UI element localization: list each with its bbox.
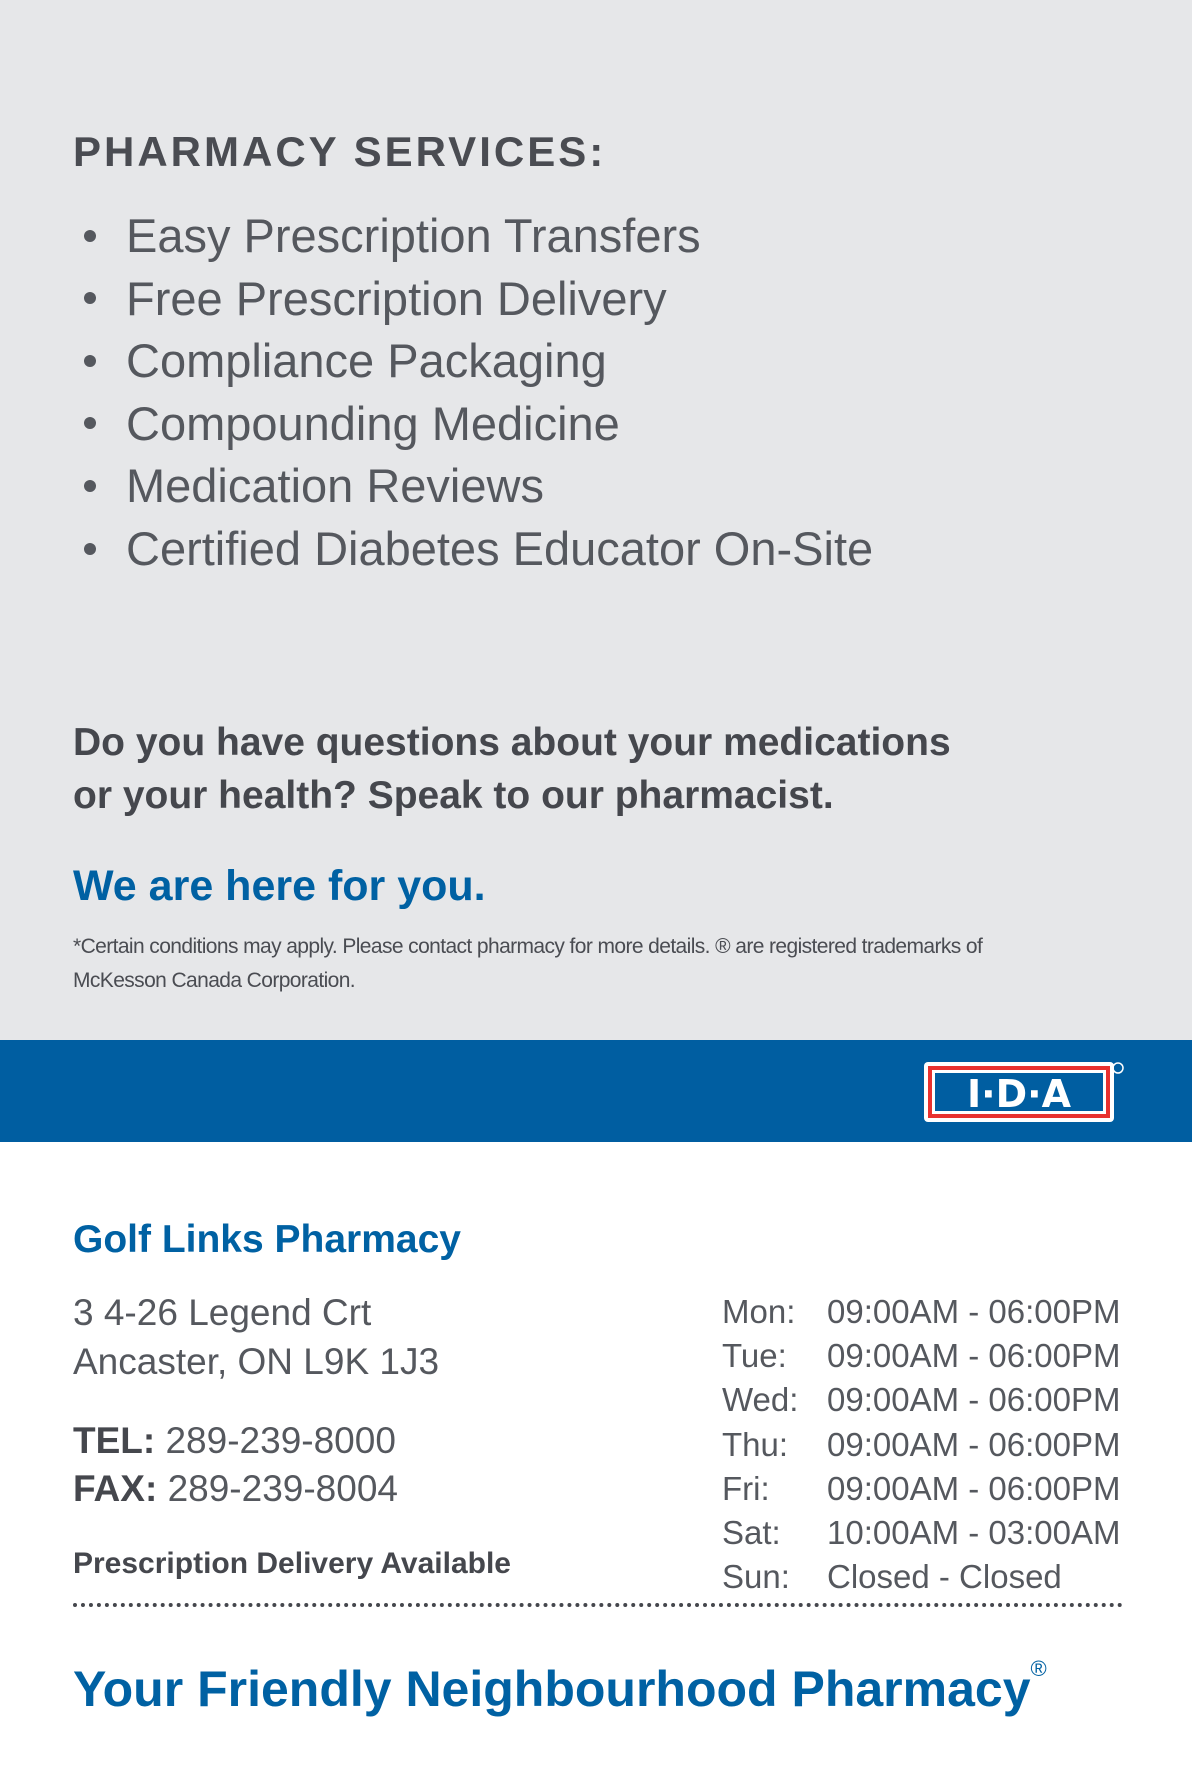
ida-logo: I·D·A xyxy=(924,1062,1124,1122)
day: Mon: xyxy=(722,1293,796,1330)
address-line: Ancaster, ON L9K 1J3 xyxy=(73,1341,440,1382)
question-line: or your health? Speak to our pharmacist. xyxy=(73,774,834,817)
store-address: 3 4-26 Legend Crt Ancaster, ON L9K 1J3 xyxy=(73,1288,439,1386)
contact-numbers: TEL: 289-239-8000 FAX: 289-239-8004 xyxy=(73,1417,398,1513)
list-item: Certified Diabetes Educator On-Site xyxy=(84,518,1144,581)
service-label: Certified Diabetes Educator On-Site xyxy=(126,521,874,575)
phone[interactable]: TEL: 289-239-8000 xyxy=(73,1417,398,1465)
bullet-icon xyxy=(84,354,96,367)
hours-row: Wed: 09:00AM - 06:00PM xyxy=(722,1378,1121,1422)
services-list: Easy Prescription Transfers Free Prescri… xyxy=(84,205,1144,581)
tel-number[interactable]: 289-239-8000 xyxy=(165,1420,396,1461)
time: 09:00AM - 06:00PM xyxy=(827,1293,1121,1330)
day: Fri: xyxy=(722,1469,770,1507)
service-label: Medication Reviews xyxy=(126,459,544,513)
tel-label: TEL: xyxy=(73,1420,156,1461)
service-label: Compounding Medicine xyxy=(126,396,620,450)
list-item: Compliance Packaging xyxy=(84,330,1144,393)
day: Sun: xyxy=(722,1558,790,1596)
services-panel xyxy=(0,0,1192,1040)
hours-row: Fri: 09:00AM - 06:00PM xyxy=(722,1467,1121,1511)
delivery-note: Prescription Delivery Available xyxy=(73,1547,511,1580)
time: 09:00AM - 06:00PM xyxy=(827,1425,1121,1463)
hours-row: Tue: 09:00AM - 06:00PM xyxy=(722,1334,1121,1378)
hours-row: Mon: 09:00AM - 06:00PM xyxy=(722,1290,1121,1334)
tagline-text: Your Friendly Neighbourhood Pharmacy xyxy=(73,1661,1031,1717)
list-item: Medication Reviews xyxy=(84,455,1144,518)
services-title: PHARMACY SERVICES: xyxy=(73,128,607,175)
here-for-you: We are here for you. xyxy=(73,862,486,910)
list-item: Free Prescription Delivery xyxy=(84,268,1144,331)
hours-row: Sun: Closed - Closed xyxy=(722,1555,1121,1599)
disclaimer-line: McKesson Canada Corporation. xyxy=(73,969,356,992)
bullet-icon xyxy=(84,542,96,555)
day: Sat: xyxy=(722,1514,781,1552)
address-line: 3 4-26 Legend Crt xyxy=(73,1292,372,1333)
footer-tagline: Your Friendly Neighbourhood Pharmacy® xyxy=(73,1656,1047,1718)
service-label: Free Prescription Delivery xyxy=(126,271,667,325)
dotted-divider xyxy=(73,1603,1123,1607)
day: Wed: xyxy=(722,1381,799,1419)
bullet-icon xyxy=(84,229,96,242)
time: 09:00AM - 06:00PM xyxy=(827,1381,1121,1419)
list-item: Easy Prescription Transfers xyxy=(84,205,1144,268)
question-line: Do you have questions about your medicat… xyxy=(73,721,951,764)
bullet-icon xyxy=(84,479,96,492)
disclaimer-line: *Certain conditions may apply. Please co… xyxy=(73,935,983,958)
svg-text:I·D·A: I·D·A xyxy=(967,1072,1072,1116)
time: 10:00AM - 03:00AM xyxy=(827,1514,1121,1552)
bullet-icon xyxy=(84,417,96,430)
time: 09:00AM - 06:00PM xyxy=(827,1469,1121,1507)
service-label: Compliance Packaging xyxy=(126,334,607,388)
hours-row: Thu: 09:00AM - 06:00PM xyxy=(722,1423,1121,1467)
store-hours: Mon: 09:00AM - 06:00PM Tue: 09:00AM - 06:0… xyxy=(722,1290,1121,1599)
hours-row: Sat: 10:00AM - 03:00AM xyxy=(722,1511,1121,1555)
store-name: Golf Links Pharmacy xyxy=(73,1218,461,1261)
day: Tue: xyxy=(722,1337,787,1375)
fax-number: 289-239-8004 xyxy=(167,1468,398,1509)
pharmacist-question: Do you have questions about your medicat… xyxy=(73,716,1133,822)
bullet-icon xyxy=(84,292,96,305)
service-label: Easy Prescription Transfers xyxy=(126,209,701,262)
time: Closed - Closed xyxy=(827,1558,1062,1596)
day: Thu: xyxy=(722,1425,789,1463)
time: 09:00AM - 06:00PM xyxy=(827,1337,1121,1375)
list-item: Compounding Medicine xyxy=(84,393,1144,456)
fax-label: FAX: xyxy=(73,1468,158,1509)
fax: FAX: 289-239-8004 xyxy=(73,1465,398,1513)
registered-mark: ® xyxy=(1030,1656,1047,1681)
disclaimer: *Certain conditions may apply. Please co… xyxy=(73,930,1133,998)
